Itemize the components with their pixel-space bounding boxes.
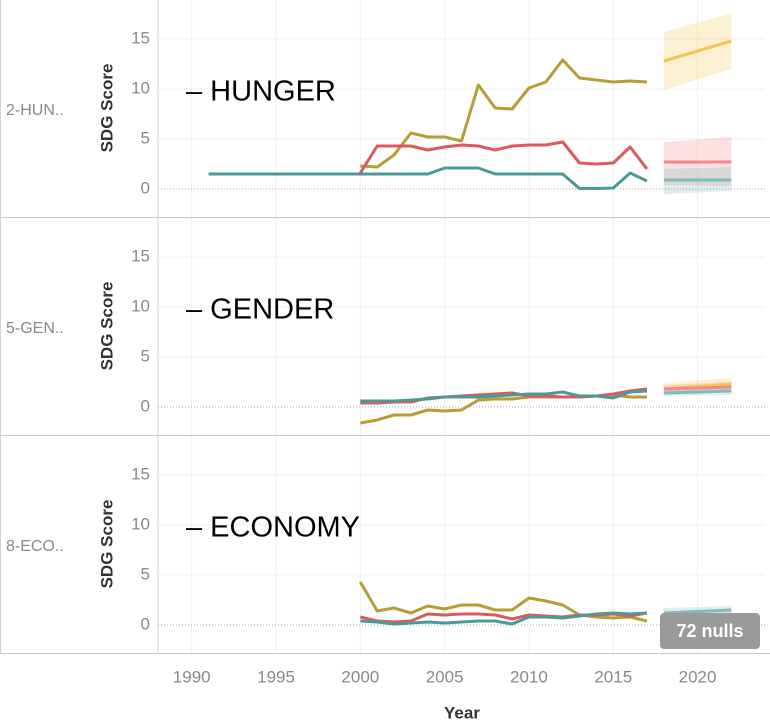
y-tick-label: 5: [141, 128, 150, 147]
series-line: [360, 611, 648, 626]
y-axis-label: SDG Score: [97, 500, 116, 589]
x-axis-label: Year: [444, 703, 480, 722]
nulls-badge: [660, 613, 760, 649]
series-line: [359, 140, 649, 174]
x-tick-label: 2000: [341, 667, 379, 686]
x-tick-label: 2015: [594, 667, 632, 686]
forecast-line: [663, 385, 732, 391]
y-tick-label: 0: [141, 396, 150, 415]
x-tick-label: 1995: [257, 667, 295, 686]
forecast-line: [663, 608, 732, 615]
panel-annotation: – HUNGER: [186, 76, 336, 108]
forecast-line: [663, 39, 732, 63]
x-tick-label: 1990: [173, 667, 211, 686]
x-tick-label: 2005: [426, 667, 464, 686]
y-tick-label: 0: [141, 614, 150, 633]
series-line: [360, 58, 648, 169]
y-tick-label: 10: [131, 78, 150, 97]
x-tick-label: 2010: [510, 667, 548, 686]
panel-annotation: – GENDER: [186, 294, 334, 326]
nulls-label: 72 nulls: [676, 621, 743, 641]
y-tick-label: 0: [141, 178, 150, 197]
x-tick-label: 2020: [679, 667, 717, 686]
y-tick-label: 15: [131, 28, 150, 47]
series-line: [360, 389, 648, 403]
forecast-line: [663, 389, 732, 395]
y-tick-label: 5: [141, 564, 150, 583]
y-tick-label: 15: [131, 246, 150, 265]
series-line: [208, 166, 648, 190]
row-label: 2-HUN..: [6, 102, 64, 119]
row-label: 8-ECO..: [6, 538, 64, 555]
row-label: 5-GEN..: [6, 320, 64, 337]
y-tick-label: 5: [141, 346, 150, 365]
y-axis-label: SDG Score: [97, 64, 116, 153]
series-line: [359, 581, 648, 623]
y-tick-label: 15: [131, 464, 150, 483]
panel-annotation: – ECONOMY: [186, 512, 360, 544]
y-axis-label: SDG Score: [97, 282, 116, 371]
y-tick-label: 10: [131, 296, 150, 315]
y-tick-label: 10: [131, 514, 150, 533]
